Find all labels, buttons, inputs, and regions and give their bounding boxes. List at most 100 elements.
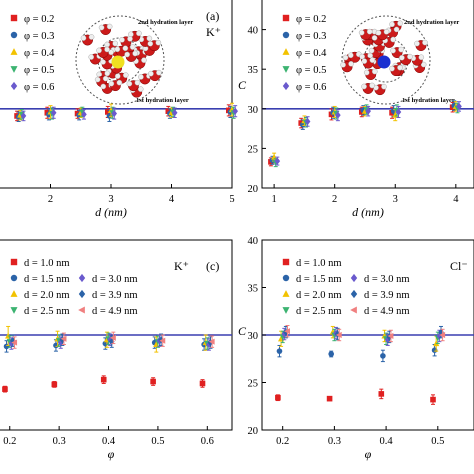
hydrogen-atom — [104, 46, 110, 53]
data-point — [275, 394, 281, 401]
hydrogen-atom — [361, 58, 368, 64]
hydrogen-atom — [114, 73, 121, 79]
data-point — [276, 348, 283, 354]
hydrogen-atom — [390, 36, 396, 43]
legend-entry: d = 3.9 nm — [364, 290, 410, 301]
hydrogen-atom — [420, 61, 427, 68]
hydrogen-atom — [104, 41, 111, 48]
series-2 — [271, 101, 459, 162]
y-tick-label: 40 — [248, 236, 259, 247]
legend-marker — [10, 81, 18, 91]
data-point — [365, 107, 371, 115]
legend-entry: φ = 0.4 — [24, 48, 55, 59]
x-tick-label: 0.6 — [201, 436, 214, 447]
legend-marker — [282, 274, 290, 282]
hydrogen-atom — [134, 79, 141, 86]
data-point — [232, 107, 238, 115]
legend-entry: φ = 0.5 — [24, 65, 54, 76]
hydrogen-atom — [358, 29, 365, 36]
hydrogen-atom — [397, 20, 403, 27]
x-axis-label: d (nm) — [95, 205, 127, 219]
ion-label: K⁺ — [174, 259, 189, 273]
legend-marker — [282, 66, 290, 73]
hydrogen-atom — [112, 40, 119, 47]
legend-entry: d = 2.0 nm — [296, 290, 342, 301]
x-tick-label: 0.4 — [380, 436, 394, 447]
series-3 — [272, 102, 461, 168]
hydrogen-atom — [104, 70, 111, 77]
legend-entry: φ = 0.2 — [24, 14, 54, 25]
legend-marker — [10, 66, 18, 73]
hydrogen-atom — [129, 44, 136, 50]
x-tick-label: 0.3 — [328, 436, 341, 447]
hydration-inset: 2nd hydration layer 1st hydration layer — [340, 15, 459, 105]
hydrogen-atom — [108, 80, 115, 87]
data-point — [150, 378, 156, 385]
data-point — [284, 328, 291, 335]
y-tick-label: 25 — [248, 379, 259, 390]
data-point — [50, 109, 57, 117]
hydrogen-atom — [116, 79, 123, 86]
series-5 — [10, 333, 214, 349]
data-point — [430, 396, 436, 403]
hydrogen-atom — [122, 72, 129, 78]
legend-entry: φ = 0.4 — [296, 48, 327, 59]
hydrogen-atom — [146, 35, 153, 42]
panel-c: 0.2 0.3 0.4 0.5 0.6 φ (c) K⁺ d = 1.0 nm d = 1.5 n… — [0, 239, 233, 461]
hydrogen-atom — [94, 76, 101, 83]
series-6 — [284, 325, 446, 343]
data-point — [387, 332, 394, 340]
x-tick-label: 5 — [229, 194, 234, 205]
hydrogen-atom — [359, 53, 365, 60]
panel-b: 1234202530354045d (nm)Cφ = 0.2φ = 0.3φ =… — [238, 0, 474, 219]
x-axis-label: d (nm) — [352, 205, 384, 219]
legend-marker — [10, 307, 18, 314]
data-point — [109, 334, 116, 341]
outer-shell-ring — [75, 15, 165, 105]
x-tick-label: 0.5 — [151, 436, 164, 447]
hydrogen-atom — [418, 54, 425, 61]
series-1 — [276, 344, 438, 363]
legend-marker — [282, 81, 290, 91]
data-point — [456, 102, 462, 111]
hydrogen-atom — [369, 82, 375, 89]
legend-marker — [10, 290, 18, 297]
x-axis-label: φ — [365, 447, 372, 461]
hydrogen-atom — [383, 29, 390, 35]
hydrogen-atom — [422, 39, 428, 46]
legend-entry: φ = 0.6 — [296, 82, 326, 93]
series-4 — [274, 101, 462, 166]
hydrogen-atom — [368, 47, 375, 54]
hydrogen-atom — [132, 50, 138, 57]
data-point — [165, 108, 172, 114]
hydrogen-atom — [147, 40, 154, 47]
y-tick-label: 35 — [248, 284, 259, 295]
legend-marker — [282, 258, 290, 266]
hydrogen-atom — [98, 24, 105, 31]
x-tick-label: 3 — [108, 194, 113, 205]
data-point — [111, 109, 117, 118]
legend-entry: d = 2.0 nm — [24, 290, 70, 301]
hydrogen-atom — [414, 40, 420, 47]
series-0 — [2, 375, 206, 393]
data-point — [20, 112, 27, 120]
x-tick-label: 2 — [332, 194, 337, 205]
data-point — [81, 110, 87, 118]
hydrogen-atom — [80, 35, 87, 41]
data-point — [2, 386, 8, 392]
hydrogen-atom — [141, 57, 147, 63]
legend-marker — [10, 48, 18, 55]
y-axis-label: C — [238, 78, 247, 92]
legend-entry: d = 3.9 nm — [92, 290, 138, 301]
hydrogen-atom — [128, 31, 134, 38]
inset-label-first-layer: 1st hydration layer — [402, 97, 455, 104]
hydrogen-atom — [106, 23, 113, 30]
y-tick-label: 20 — [248, 426, 259, 437]
panel-label: (c) — [206, 259, 219, 273]
series-4 — [281, 326, 443, 346]
data-point — [326, 395, 333, 402]
legend-marker — [282, 290, 290, 297]
hydrogen-atom — [127, 36, 133, 42]
series-3 — [18, 106, 237, 120]
